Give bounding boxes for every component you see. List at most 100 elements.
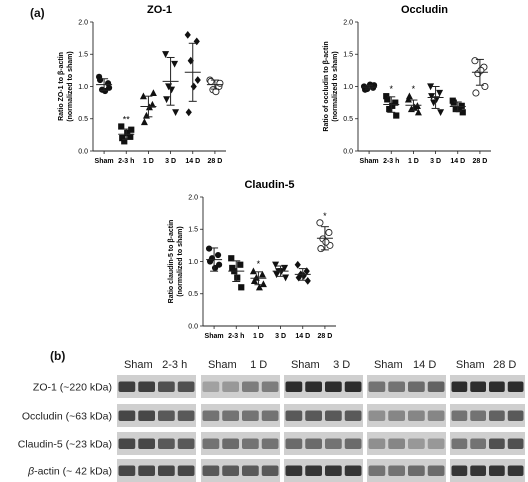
blot-band — [222, 465, 239, 477]
y-axis-label: Ratio of occludin to β-actin (normalized … — [323, 41, 339, 131]
blot-band — [118, 465, 136, 477]
blot-band — [177, 465, 195, 477]
blot-band — [305, 381, 322, 393]
row-label: ZO-1 (~220 kDa) — [33, 382, 112, 394]
blot-band — [285, 465, 303, 477]
blot-band — [177, 438, 195, 450]
blot-band — [344, 438, 362, 450]
row-label-text: -actin (~ 42 kDa) — [34, 466, 112, 478]
blot-band — [158, 465, 175, 477]
category-label: 2-3 h — [383, 158, 399, 165]
data-point — [295, 273, 302, 282]
blot-band — [368, 410, 386, 422]
blot-band — [344, 381, 362, 393]
blot-band — [305, 410, 322, 422]
blot-band — [427, 381, 445, 393]
data-point — [414, 108, 422, 116]
data-point — [214, 251, 222, 259]
blot-band — [507, 381, 524, 393]
data-point — [205, 245, 213, 252]
dot-plot-1: Occludin 0.0 0.5 1.0 1.5 2.0 Ratio of occludin… — [323, 4, 491, 165]
blot-band — [177, 410, 195, 422]
category-label: 2-3 h — [118, 158, 134, 165]
blot-band — [470, 438, 486, 450]
blot-band — [118, 381, 136, 393]
data-point — [427, 83, 435, 91]
category-label: 1 D — [253, 333, 264, 340]
blot-strip — [367, 432, 446, 455]
significance-marker: * — [257, 259, 261, 269]
lane-label: 3 D — [333, 359, 350, 371]
blot-band — [261, 410, 279, 422]
blot-band — [489, 438, 505, 450]
y-axis-label: Ratio ZO-1 to β-actin (normalized to sham… — [58, 51, 74, 121]
data-point — [194, 76, 201, 84]
data-point — [163, 96, 171, 104]
data-point — [405, 92, 413, 100]
data-point — [322, 238, 330, 246]
blot-strip — [284, 404, 363, 427]
blot-band — [388, 465, 405, 477]
significance-marker: * — [323, 211, 327, 221]
blot-band — [388, 381, 405, 393]
y-axis-label: Ratio claudin-5 to β-actin (normalized to… — [168, 220, 184, 304]
y-tick-label: 1.0 — [343, 84, 353, 91]
lane-label: Sham — [456, 359, 485, 371]
blot-strip — [450, 432, 525, 455]
lane-label: 2-3 h — [162, 359, 187, 371]
y-tick-label: 0.5 — [343, 116, 353, 123]
y-axis-label-line1: Ratio of occludin to β-actin — [323, 41, 330, 131]
plot-title: ZO-1 — [147, 4, 172, 16]
blot-band — [202, 465, 220, 477]
panel-label-b: (b) — [50, 349, 66, 363]
blot-strip — [367, 375, 446, 398]
blot-band — [344, 465, 362, 477]
data-point — [216, 79, 224, 87]
data-point — [149, 89, 157, 97]
category-label: 14 D — [450, 158, 465, 165]
y-tick-label: 2.0 — [78, 19, 88, 26]
category-label: 14 D — [185, 158, 200, 165]
blot-band — [344, 410, 362, 422]
category-label: 1 D — [143, 158, 154, 165]
data-point — [458, 102, 465, 109]
blot-band — [242, 465, 259, 477]
blot-band — [368, 381, 386, 393]
blot-band — [138, 381, 155, 393]
row-label: Claudin-5 (~23 kDa) — [18, 439, 112, 451]
data-point — [162, 51, 170, 58]
blot-band — [489, 381, 505, 393]
data-point — [392, 99, 399, 106]
blot-band — [138, 465, 155, 477]
y-tick-label: 0.0 — [78, 148, 88, 155]
data-point — [101, 87, 109, 95]
lane-label: Sham — [291, 359, 320, 371]
data-point — [471, 57, 479, 65]
data-point — [304, 276, 311, 285]
data-point — [190, 82, 197, 91]
blot-band — [261, 465, 279, 477]
blot-band — [158, 438, 175, 450]
row-label-text: Occludin (~63 kDa) — [22, 411, 112, 423]
y-tick-label: 0.5 — [188, 291, 198, 298]
lane-label: 1 D — [250, 359, 267, 371]
data-point — [259, 280, 267, 288]
y-tick-label: 1.5 — [343, 52, 353, 59]
blot-band — [158, 381, 175, 393]
data-point — [121, 138, 128, 145]
category-label: 2-3 h — [228, 333, 244, 340]
blot-band — [222, 410, 239, 422]
category-label: 28 D — [318, 333, 333, 340]
data-point — [436, 89, 444, 97]
row-label: β-actin (~ 42 kDa) — [27, 466, 112, 478]
significance-marker: ** — [123, 114, 131, 124]
blot-strip — [201, 432, 280, 455]
blot-band — [388, 438, 405, 450]
data-point — [212, 88, 220, 96]
blot-band — [138, 410, 155, 422]
data-point — [317, 245, 325, 253]
row-label-prefix: β — [27, 466, 34, 478]
data-point — [294, 260, 301, 269]
data-point — [383, 93, 390, 100]
data-point — [171, 60, 179, 68]
